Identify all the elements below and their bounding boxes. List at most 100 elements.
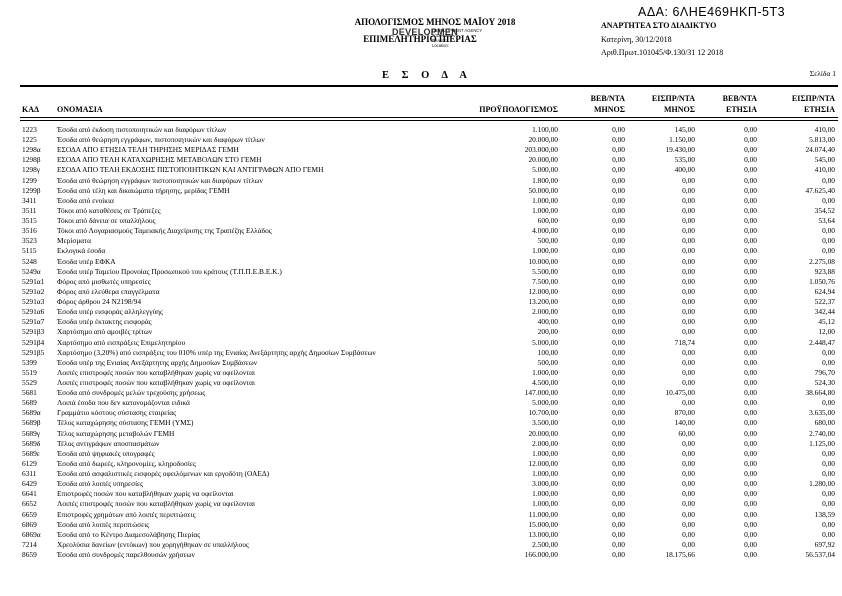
row-certified-year-amount: 0,00 xyxy=(744,276,757,286)
row-collected-year-amount: 923,88 xyxy=(814,266,835,276)
row-collected-year-amount: 53,64 xyxy=(818,216,835,226)
row-certified-month-amount: 0,00 xyxy=(612,337,625,347)
row-collected-month-amount: 0,00 xyxy=(682,499,695,509)
row-code: 8659 xyxy=(22,550,37,560)
document-title: ΑΠΟΛΟΓΙΣΜΟΣ ΜΗΝΟΣ ΜΑΪΟΥ 2018 xyxy=(354,17,516,27)
column-header-collected-month-line2: ΜΗΝΟΣ xyxy=(663,105,695,114)
row-description: Έσοδα υπέρ της Ενιαίας Ανεξάρτητης αρχής… xyxy=(57,357,258,367)
row-certified-month-amount: 0,00 xyxy=(612,469,625,479)
row-certified-month-amount: 0,00 xyxy=(612,367,625,377)
row-collected-year-amount: 1.125,00 xyxy=(809,438,835,448)
row-certified-month-amount: 0,00 xyxy=(612,236,625,246)
row-budget-amount: 13.200,00 xyxy=(528,297,558,307)
row-code: 5291α7 xyxy=(22,317,45,327)
row-collected-month-amount: 0,00 xyxy=(682,458,695,468)
row-description: Τέλος αντιγράφων αποσπασμάτων xyxy=(57,438,160,448)
column-header-certified-month-line2: ΜΗΝΟΣ xyxy=(593,105,625,114)
row-budget-amount: 1.000,00 xyxy=(532,246,558,256)
row-collected-month-amount: 10.475,00 xyxy=(665,388,695,398)
table-row: 5689 Λοιπά έσοδα που δεν κατονομάζονται … xyxy=(0,398,842,408)
row-certified-year-amount: 0,00 xyxy=(744,388,757,398)
row-description: Γραμμάτιο κόστους σύστασης εταιρείας xyxy=(57,408,177,418)
row-description: Χαρτόσημο από αμοιβές τρίτων xyxy=(57,327,153,337)
row-code: 3516 xyxy=(22,226,37,236)
row-budget-amount: 7.500,00 xyxy=(532,276,558,286)
row-code: 5291α2 xyxy=(22,286,45,296)
place-date: Κατερίνη, 30/12/2018 xyxy=(601,35,672,44)
row-certified-year-amount: 0,00 xyxy=(744,509,757,519)
row-collected-year-amount: 0,00 xyxy=(822,469,835,479)
row-budget-amount: 10.000,00 xyxy=(528,256,558,266)
row-collected-month-amount: 0,00 xyxy=(682,297,695,307)
row-budget-amount: 1.000,00 xyxy=(532,195,558,205)
row-collected-year-amount: 1.280,00 xyxy=(809,479,835,489)
table-row: 6311 Έσοδα από ασφαλιστικές εισφορές οφε… xyxy=(0,469,842,479)
row-certified-year-amount: 0,00 xyxy=(744,347,757,357)
row-certified-month-amount: 0,00 xyxy=(612,489,625,499)
row-code: 3411 xyxy=(22,195,37,205)
row-description: Επιστροφές χρημάτων από λοιπές περιπτώσε… xyxy=(57,509,196,519)
table-row: 3516 Τόκοι από Λογαριασμούς Ταμειακής Δι… xyxy=(0,226,842,236)
row-collected-month-amount: 0,00 xyxy=(682,519,695,529)
column-header-code: ΚΑΔ xyxy=(22,105,40,114)
row-collected-month-amount: 0,00 xyxy=(682,357,695,367)
column-header-certified-year: ΒΕΒ/ΝΤΑ xyxy=(722,94,757,103)
row-description: Έσοδα υπέρ έκτακτης εισφοράς xyxy=(57,317,152,327)
row-certified-month-amount: 0,00 xyxy=(612,286,625,296)
table-row: 5519 Λοιπές επιστροφές ποσών που καταβλή… xyxy=(0,368,842,378)
row-budget-amount: 200,00 xyxy=(537,327,558,337)
table-row: 5689α Γραμμάτιο κόστους σύστασης εταιρεί… xyxy=(0,408,842,418)
column-header-collected-year-line2: ΕΤΗΣΙΑ xyxy=(803,105,835,114)
row-code: 1298α xyxy=(22,145,41,155)
row-certified-year-amount: 0,00 xyxy=(744,185,757,195)
table-row: 5291α3 Φόρος άρθρου 24 Ν2198/94 13.200,0… xyxy=(0,297,842,307)
row-certified-month-amount: 0,00 xyxy=(612,125,625,134)
row-budget-amount: 5.000,00 xyxy=(532,337,558,347)
row-collected-month-amount: 0,00 xyxy=(682,378,695,387)
row-certified-year-amount: 0,00 xyxy=(744,357,757,367)
row-collected-year-amount: 545,00 xyxy=(814,155,835,165)
table-row: 5291α2 Φόρος από ελεύθερα επαγγέλματα 12… xyxy=(0,287,842,297)
row-description: Φόρος από μισθωτές υπηρεσίες xyxy=(57,276,151,286)
row-collected-year-amount: 410,00 xyxy=(814,125,835,134)
row-certified-year-amount: 0,00 xyxy=(744,216,757,226)
row-description: Τόκοι από δάνεια σε υπαλλήλους xyxy=(57,216,156,226)
row-certified-month-amount: 0,00 xyxy=(612,317,625,327)
row-certified-month-amount: 0,00 xyxy=(612,216,625,226)
row-budget-amount: 100,00 xyxy=(537,347,558,357)
row-collected-year-amount: 3.635,00 xyxy=(809,408,835,418)
row-code: 6652 xyxy=(22,499,37,509)
ada-number: ΑΔΑ: 6ΛΗΕ469ΗΚΠ-5Τ3 xyxy=(638,5,786,19)
row-description: Χαρτόσημο από εισπράξεις Επιμελητηρίου xyxy=(57,337,186,347)
row-certified-month-amount: 0,00 xyxy=(612,145,625,155)
row-budget-amount: 1.000,00 xyxy=(532,448,558,458)
table-row: 5291β4 Χαρτόσημο από εισπράξεις Επιμελητ… xyxy=(0,338,842,348)
row-collected-month-amount: 60,00 xyxy=(678,428,695,438)
row-budget-amount: 400,00 xyxy=(537,317,558,327)
row-description: Έσοδα υπέρ εισφοράς αλληλεγγύης xyxy=(57,307,163,317)
row-collected-month-amount: 0,00 xyxy=(682,236,695,246)
row-certified-year-amount: 0,00 xyxy=(744,519,757,529)
row-certified-month-amount: 0,00 xyxy=(612,418,625,428)
row-certified-month-amount: 0,00 xyxy=(612,529,625,539)
row-collected-month-amount: 400,00 xyxy=(674,165,695,175)
row-collected-month-amount: 0,00 xyxy=(682,266,695,276)
row-certified-month-amount: 0,00 xyxy=(612,428,625,438)
row-collected-year-amount: 0,00 xyxy=(822,195,835,205)
row-certified-year-amount: 0,00 xyxy=(744,539,757,549)
row-collected-year-amount: 24.074,40 xyxy=(805,145,835,155)
row-collected-year-amount: 0,00 xyxy=(822,226,835,236)
row-certified-month-amount: 0,00 xyxy=(612,347,625,357)
row-certified-year-amount: 0,00 xyxy=(744,428,757,438)
signature-detail-line: Location: xyxy=(432,43,449,48)
horizontal-rule xyxy=(20,85,838,87)
row-description: Τόκοι από Λογαριασμούς Ταμειακής Διαχείρ… xyxy=(57,226,272,236)
table-row: 1298γ ΕΣΟΔΑ ΑΠΟ ΤΕΛΗ ΕΚΔΟΣΗΣ ΠΙΣΤΟΠΟΙΗΤΙ… xyxy=(0,165,842,175)
row-budget-amount: 20.000,00 xyxy=(528,135,558,145)
row-certified-year-amount: 0,00 xyxy=(744,408,757,418)
table-row: 5291β3 Χαρτόσημο από αμοιβές τρίτων 200,… xyxy=(0,327,842,337)
row-collected-year-amount: 38.664,80 xyxy=(805,388,835,398)
row-description: Έσοδα από θεώρηση εγγράφων πιστοποιητικώ… xyxy=(57,175,263,185)
row-collected-year-amount: 45,12 xyxy=(818,317,835,327)
